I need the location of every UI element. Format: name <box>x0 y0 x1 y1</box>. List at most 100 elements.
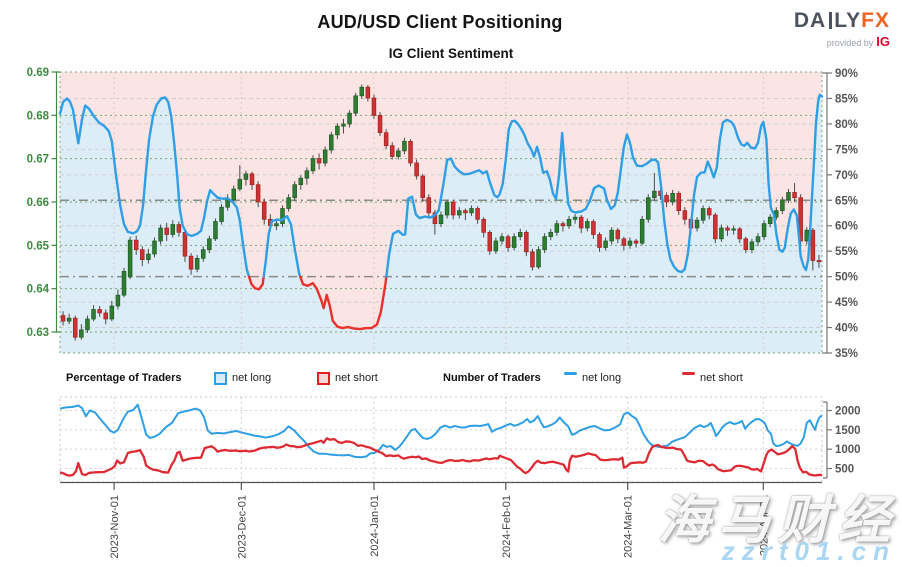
net-short-pct-line <box>247 275 265 291</box>
logo-da: DA <box>793 9 827 32</box>
candle-down <box>676 192 681 212</box>
candle-up <box>79 329 84 338</box>
count-net-long-line <box>59 403 823 459</box>
main-plot-border <box>59 71 823 354</box>
pct-net-short-label: net short <box>335 372 378 384</box>
pct-axis-label: 35% <box>835 348 858 360</box>
percentage-of-traders-label: Percentage of Traders <box>66 372 182 384</box>
watermark-url: zzrt01.cn <box>721 536 896 566</box>
candle-up <box>767 216 773 225</box>
candle-up <box>639 218 645 244</box>
candle-up <box>603 240 608 248</box>
candle-up <box>274 223 279 227</box>
count-net-long-swatch-icon <box>564 372 577 375</box>
candle-up <box>517 231 523 238</box>
candle-down <box>524 231 529 253</box>
candle-up <box>731 228 736 231</box>
candle-up <box>749 241 755 251</box>
pct-net-long-label: net long <box>232 372 272 384</box>
candle-down <box>365 86 371 99</box>
count-net-long-label: net long <box>582 372 622 384</box>
candle-up <box>115 294 121 307</box>
watermark-cjk: 海马财经 <box>657 492 898 550</box>
candle-down <box>450 201 456 216</box>
candle-down <box>60 315 66 322</box>
candle-down <box>389 145 395 157</box>
candle-up <box>469 208 474 214</box>
candle-down <box>591 221 596 235</box>
price-axis-label: 0.63 <box>27 327 49 339</box>
pct-axis-label: 80% <box>835 119 858 131</box>
candle-down <box>810 229 816 261</box>
candle-down <box>505 236 511 248</box>
candle-up <box>170 224 176 235</box>
candle-up <box>353 95 358 114</box>
candle-down <box>621 238 627 246</box>
candle-down <box>72 317 78 338</box>
count-net-short-label: net short <box>700 372 743 384</box>
candle-up <box>127 239 133 278</box>
candle-up <box>542 236 547 251</box>
pct-axis-label: 85% <box>835 93 858 105</box>
count-axis-bracket <box>823 401 828 479</box>
candle-up <box>627 240 633 246</box>
price-axis-label: 0.65 <box>27 240 50 252</box>
candle-down <box>578 216 584 229</box>
candle-up <box>225 199 230 208</box>
page-title: AUD/USD Client Positioning <box>317 12 563 32</box>
chart-subtitle: IG Client Sentiment <box>388 46 514 61</box>
net-long-pct-line <box>58 96 251 278</box>
number-of-traders-label: Number of Traders <box>443 372 541 384</box>
count-axis-label: 500 <box>835 464 854 476</box>
price-axis-label: 0.64 <box>27 284 50 296</box>
candle-up <box>511 236 517 248</box>
candle-down <box>560 223 566 227</box>
candle-up <box>585 221 590 229</box>
candle-up <box>780 199 785 212</box>
candle-down <box>633 240 639 244</box>
price-axis-label: 0.67 <box>27 154 49 166</box>
candle-down <box>615 229 621 240</box>
date-axis-label: 2024-Mar-01 <box>623 495 635 558</box>
candle-down <box>597 234 602 248</box>
candle-up <box>280 208 285 225</box>
candle-up <box>566 218 572 227</box>
pct-axis-bracket <box>822 72 828 354</box>
candle-up <box>201 249 206 259</box>
candle-up <box>609 229 614 242</box>
pct-axis-label: 90% <box>835 68 858 80</box>
candle-up <box>444 201 450 216</box>
chart-legend: Percentage of Traders net long net short… <box>0 370 902 390</box>
date-axis-label: 2024-Feb-01 <box>501 495 513 558</box>
net-short-pct-line <box>299 275 388 331</box>
candle-down <box>475 208 480 220</box>
candle-up <box>670 192 675 203</box>
candle-down <box>414 162 419 177</box>
pct-axis-label: 65% <box>835 195 858 207</box>
candle-up <box>109 305 115 320</box>
date-axis-label: 2023-Nov-01 <box>109 495 121 559</box>
candle-up <box>194 257 200 270</box>
candle-down <box>713 214 718 240</box>
candle-down <box>383 132 389 147</box>
candle-up <box>286 197 291 209</box>
candle-down <box>133 239 139 251</box>
candle-down <box>530 251 535 268</box>
candle-down <box>377 114 383 134</box>
price-axis-label: 0.66 <box>27 197 49 209</box>
candle-up <box>66 317 72 322</box>
candle-up <box>91 309 96 320</box>
candle-up <box>646 197 651 220</box>
candle-up <box>396 150 401 157</box>
logo-fx: FX <box>861 9 890 32</box>
provided-by-label: provided by <box>826 38 874 48</box>
candle-up <box>243 173 249 180</box>
candle-down <box>426 197 432 214</box>
candle-up <box>359 86 365 97</box>
candle-down <box>706 208 712 216</box>
date-axis-label: 2024-Apr-01 <box>758 495 770 556</box>
candle-up <box>719 227 724 240</box>
candle-up <box>335 125 340 136</box>
candle-down <box>164 227 169 235</box>
